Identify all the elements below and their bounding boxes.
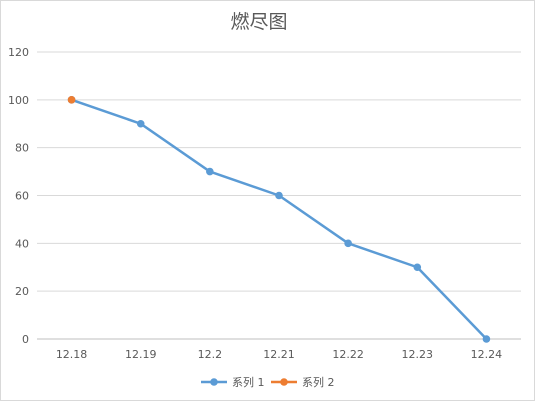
series-1-point[interactable] [482, 335, 491, 343]
legend[interactable]: 系列 1 系列 2 [201, 375, 335, 389]
x-tick-label: 12.22 [332, 348, 364, 361]
chart-title: 燃尽图 [230, 11, 287, 33]
series-2-point[interactable] [67, 96, 76, 104]
y-tick-label: 20 [15, 285, 29, 298]
y-tick-label: 100 [8, 94, 29, 107]
series-1-point[interactable] [136, 119, 145, 128]
y-tick-label: 120 [8, 46, 29, 59]
y-tick-label: 60 [15, 190, 29, 203]
legend-swatch-marker [210, 378, 218, 386]
series-1-line [71, 98, 488, 340]
x-tick-label: 12.23 [402, 348, 434, 361]
x-tick-label: 12.2 [198, 348, 223, 361]
y-axis-ticks: 0 20 40 60 80 100 120 [8, 46, 29, 346]
y-tick-label: 80 [15, 142, 29, 155]
x-axis-ticks: 12.18 12.19 12.2 12.21 12.22 12.23 12.24 [56, 348, 502, 361]
legend-swatch-marker [280, 378, 288, 386]
series-1-point[interactable] [413, 263, 422, 272]
series-1-point[interactable] [344, 239, 352, 248]
y-tick-label: 0 [22, 333, 29, 346]
series-1-point[interactable] [275, 191, 283, 200]
x-tick-label: 12.21 [263, 348, 295, 361]
legend-label[interactable]: 系列 1 [232, 375, 265, 389]
y-tick-label: 40 [15, 237, 29, 250]
gridlines [37, 51, 521, 340]
x-tick-label: 12.18 [56, 348, 88, 361]
legend-label[interactable]: 系列 2 [302, 375, 335, 389]
series-layer [67, 96, 491, 343]
series-1-point[interactable] [206, 167, 214, 176]
x-tick-label: 12.24 [471, 348, 503, 361]
x-tick-label: 12.19 [125, 348, 157, 361]
